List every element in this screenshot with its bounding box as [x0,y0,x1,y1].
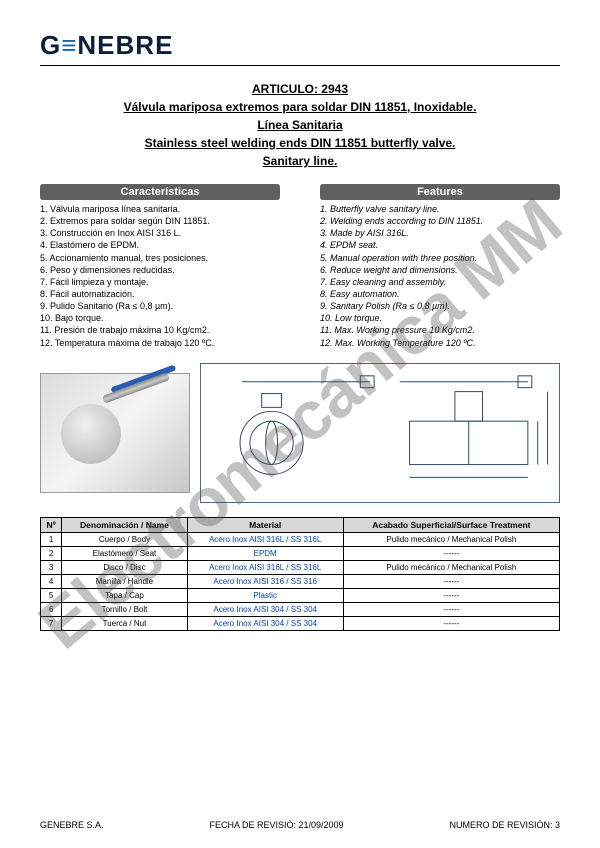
cell-treatment: ------ [343,616,559,630]
cell-name: Elastómero / Seat [62,546,187,560]
caracteristicas-column: Características 1. Válvula mariposa líne… [40,184,280,349]
cell-no: 5 [41,588,62,602]
cell-material: Acero Inox AISI 304 / SS 304 [187,602,343,616]
feat-en-1: 1. Butterfly valve sanitary line. [320,203,560,215]
feat-es-6: 6. Peso y dimensiones reducidas. [40,264,280,276]
footer-company: GENEBRE S.A. [40,820,104,830]
brand-logo: G≡NEBRE [40,30,560,61]
cell-name: Disco / Disc [62,560,187,574]
cell-name: Cuerpo / Body [62,532,187,546]
title-line-2: Válvula mariposa extremos para soldar DI… [40,98,560,116]
cell-name: Tapa / Cap [62,588,187,602]
cell-treatment: ------ [343,602,559,616]
cell-no: 2 [41,546,62,560]
cell-material: Plastic [187,588,343,602]
cell-treatment: ------ [343,546,559,560]
table-row: 3 Disco / Disc Acero Inox AISI 316L / SS… [41,560,560,574]
feat-es-11: 11. Presión de trabajo máxima 10 Kg/cm2. [40,324,280,336]
feat-es-12: 12. Temperatura máxima de trabajo 120 ºC… [40,337,280,349]
title-line-5: Sanitary line. [40,152,560,170]
features-header: Features [320,184,560,200]
feat-es-3: 3. Construcción en Inox AISI 316 L. [40,227,280,239]
feat-en-11: 11. Max. Working pressure 10 Kg/cm2. [320,324,560,336]
header-divider [40,65,560,66]
feat-es-5: 5. Accionamiento manual, tres posiciones… [40,252,280,264]
page-footer: GENEBRE S.A. FECHA DE REVISIÓ: 21/09/200… [40,820,560,830]
feat-en-4: 4. EPDM seat. [320,239,560,251]
th-treatment: Acabado Superficial/Surface Treatment [343,517,559,532]
feat-en-6: 6. Reduce weight and dimensions. [320,264,560,276]
cell-material: Acero Inox AISI 316L / SS 316L [187,532,343,546]
feat-en-10: 10. Low torque. [320,312,560,324]
feat-es-7: 7. Fácil limpieza y montaje. [40,276,280,288]
feat-es-4: 4. Elastómero de EPDM. [40,239,280,251]
cell-material: Acero Inox AISI 316L / SS 316L [187,560,343,574]
table-row: 2 Elastómero / Seat EPDM ------ [41,546,560,560]
title-line-3: Línea Sanitaria [40,116,560,134]
feat-es-9: 9. Pulido Sanitario (Ra ≤ 0,8 µm). [40,300,280,312]
feat-en-8: 8. Easy automation. [320,288,560,300]
footer-rev-date: FECHA DE REVISIÓ: 21/09/2009 [209,820,343,830]
figures-row [40,363,560,503]
title-line-4: Stainless steel welding ends DIN 11851 b… [40,134,560,152]
cell-no: 4 [41,574,62,588]
cell-name: Tuerca / Nut [62,616,187,630]
feat-es-2: 2. Extremos para soldar según DIN 11851. [40,215,280,227]
drawing-svg [201,364,559,502]
features-columns: Características 1. Válvula mariposa líne… [40,184,560,349]
cell-treatment: ------ [343,588,559,602]
title-block: ARTICULO: 2943 Válvula mariposa extremos… [40,80,560,170]
cell-no: 3 [41,560,62,574]
th-name: Denominación / Name [62,517,187,532]
feat-es-8: 8. Fácil automatización. [40,288,280,300]
feat-en-3: 3. Made by AISI 316L. [320,227,560,239]
cell-no: 1 [41,532,62,546]
feat-en-12: 12. Max. Working Temperature 120 ºC. [320,337,560,349]
table-row: 4 Manilla / Handle Acero Inox AISI 316 /… [41,574,560,588]
cell-no: 6 [41,602,62,616]
feat-es-10: 10. Bajo torque. [40,312,280,324]
cell-name: Manilla / Handle [62,574,187,588]
table-row: 7 Tuerca / Nut Acero Inox AISI 304 / SS … [41,616,560,630]
cell-material: EPDM [187,546,343,560]
feat-en-5: 5. Manual operation with three position. [320,252,560,264]
cell-material: Acero Inox AISI 316 / SS 316 [187,574,343,588]
cell-material: Acero Inox AISI 304 / SS 304 [187,616,343,630]
feature-list-en: 1. Butterfly valve sanitary line. 2. Wel… [320,203,560,349]
feat-en-9: 9. Sanitary Polish (Ra ≤ 0,8 µm). [320,300,560,312]
features-column: Features 1. Butterfly valve sanitary lin… [320,184,560,349]
feat-en-7: 7. Easy cleaning and assembly. [320,276,560,288]
table-row: 1 Cuerpo / Body Acero Inox AISI 316L / S… [41,532,560,546]
table-header-row: Nº Denominación / Name Material Acabado … [41,517,560,532]
feature-list-es: 1. Válvula mariposa línea sanitaria. 2. … [40,203,280,349]
th-no: Nº [41,517,62,532]
cell-treatment: Pulido mecánico / Mechanical Polish [343,560,559,574]
title-line-1: ARTICULO: 2943 [40,80,560,98]
feat-es-1: 1. Válvula mariposa línea sanitaria. [40,203,280,215]
technical-drawing [200,363,560,503]
table-row: 6 Tornillo / Bolt Acero Inox AISI 304 / … [41,602,560,616]
cell-name: Tornillo / Bolt [62,602,187,616]
caracteristicas-header: Características [40,184,280,200]
cell-treatment: Pulido mecánico / Mechanical Polish [343,532,559,546]
th-material: Material [187,517,343,532]
footer-rev-num: NUMERO DE REVISIÓN: 3 [449,820,560,830]
product-photo [40,373,190,493]
feat-en-2: 2. Welding ends according to DIN 11851. [320,215,560,227]
parts-table: Nº Denominación / Name Material Acabado … [40,517,560,631]
cell-no: 7 [41,616,62,630]
cell-treatment: ------ [343,574,559,588]
table-row: 5 Tapa / Cap Plastic ------ [41,588,560,602]
